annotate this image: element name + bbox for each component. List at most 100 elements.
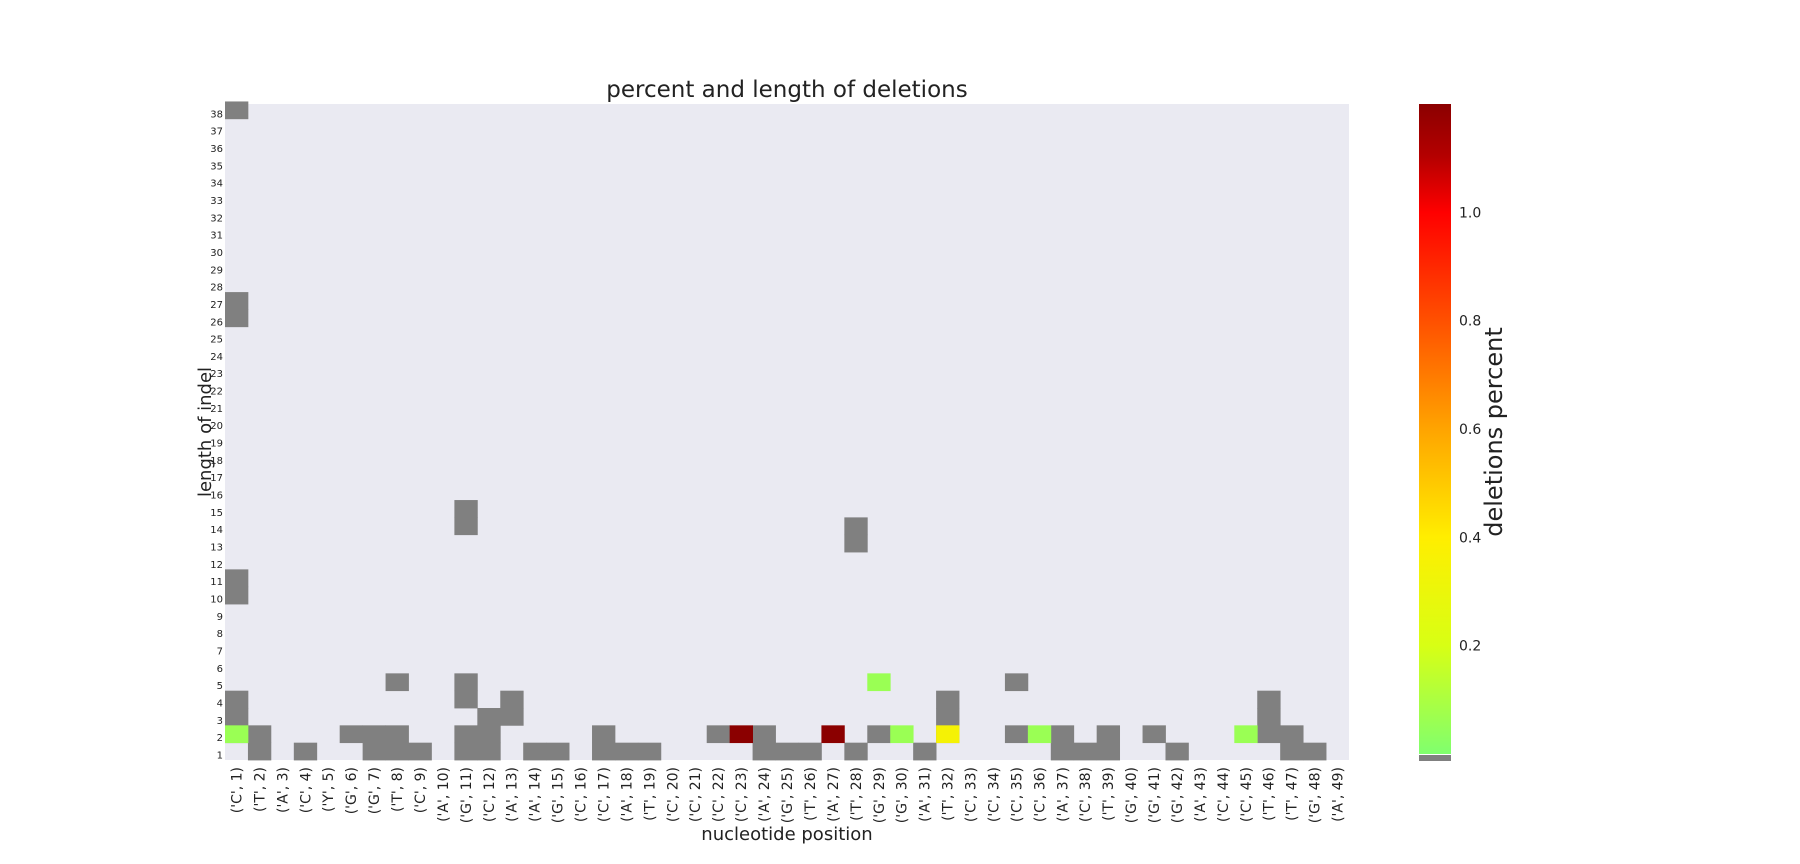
x-tick-label: ('A', 10) bbox=[436, 767, 452, 822]
x-tick-label: ('Y', 5) bbox=[321, 767, 337, 812]
x-tick-label: ('C', 12) bbox=[482, 767, 498, 822]
heatmap-cell-low-count bbox=[500, 708, 524, 726]
heatmap-cell-low-count bbox=[844, 534, 868, 553]
heatmap-cell-low-count bbox=[936, 708, 960, 726]
y-tick-label: 14 bbox=[210, 525, 223, 536]
heatmap-cell-low-count bbox=[1096, 725, 1121, 744]
y-tick-label: 16 bbox=[210, 491, 223, 502]
x-tick-label: ('T', 32) bbox=[941, 767, 957, 821]
x-tick-label: ('C', 22) bbox=[711, 767, 727, 822]
x-tick-label: ('T', 26) bbox=[803, 767, 819, 821]
x-tick-label: ('G', 48) bbox=[1308, 767, 1324, 823]
x-tick-label: ('C', 44) bbox=[1216, 767, 1232, 822]
heatmap-cell-low-count bbox=[1257, 690, 1281, 709]
heatmap-cell-value bbox=[867, 673, 891, 692]
heatmap-cell-low-count bbox=[408, 742, 432, 761]
x-tick-label: ('G', 15) bbox=[551, 767, 567, 823]
x-tick-label: ('G', 40) bbox=[1124, 767, 1140, 823]
y-tick-label: 7 bbox=[217, 647, 223, 658]
heatmap-cell-low-count bbox=[614, 742, 639, 761]
heatmap-cell-low-count bbox=[385, 742, 409, 761]
x-tick-label: ('G', 11) bbox=[459, 767, 475, 823]
heatmap-cell-low-count bbox=[1280, 725, 1304, 744]
heatmap-cell-low-count bbox=[454, 673, 478, 692]
x-tick-label: ('C', 35) bbox=[1009, 767, 1025, 822]
y-tick-label: 32 bbox=[210, 213, 223, 224]
heatmap-cell-low-count bbox=[225, 690, 249, 709]
heatmap-cell-low-count bbox=[844, 517, 868, 536]
x-tick-labels: ('C', 1) ('T', 2) ('A', 3) ('C', 4) ('Y', 5)… bbox=[229, 767, 1346, 823]
heatmap-cell-low-count bbox=[454, 517, 478, 536]
y-tick-label: 30 bbox=[210, 248, 223, 259]
y-tick-label: 36 bbox=[210, 144, 223, 155]
heatmap-cell-low-count bbox=[592, 742, 616, 761]
y-tick-label: 10 bbox=[210, 595, 223, 606]
y-tick-labels: 1234567891011121314151617181920212223242… bbox=[210, 109, 223, 761]
heatmap-cell-low-count bbox=[362, 725, 386, 744]
heatmap-cell-low-count bbox=[477, 742, 501, 761]
x-tick-label: ('T', 47) bbox=[1285, 767, 1301, 821]
x-tick-label: ('C', 9) bbox=[413, 767, 429, 813]
heatmap-cell-low-count bbox=[225, 101, 249, 120]
y-tick-label: 21 bbox=[210, 404, 223, 415]
heatmap-cell-value bbox=[936, 725, 960, 744]
colorbar: 0.2 0.4 0.6 0.8 1.0 bbox=[1419, 104, 1481, 761]
x-tick-label: ('G', 7) bbox=[367, 767, 383, 814]
colorbar-tick-label: 1.0 bbox=[1459, 205, 1481, 221]
x-tick-label: ('T', 19) bbox=[642, 767, 658, 821]
heatmap-cell-low-count bbox=[293, 742, 318, 761]
y-tick-label: 25 bbox=[210, 335, 223, 346]
heatmap-cell-low-count bbox=[1142, 725, 1166, 744]
heatmap-cell-low-count bbox=[385, 673, 409, 692]
x-tick-label: ('A', 18) bbox=[619, 767, 635, 822]
colorbar-low-count-swatch bbox=[1419, 755, 1451, 761]
heatmap-cell-low-count bbox=[1004, 673, 1029, 692]
x-tick-label: ('A', 37) bbox=[1055, 767, 1071, 822]
heatmap-cell-low-count bbox=[844, 742, 868, 761]
x-axis-label: nucleotide position bbox=[701, 824, 872, 845]
x-tick-label: ('G', 30) bbox=[895, 767, 911, 823]
y-tick-label: 1 bbox=[217, 751, 223, 762]
heatmap-cell-low-count bbox=[454, 690, 478, 709]
heatmap-cell-low-count bbox=[1257, 725, 1281, 744]
y-tick-label: 12 bbox=[210, 560, 223, 571]
y-tick-label: 5 bbox=[217, 681, 223, 692]
heatmap-cell-low-count bbox=[454, 500, 478, 518]
heatmap-cell-value bbox=[729, 725, 753, 744]
x-tick-label: ('C', 45) bbox=[1239, 767, 1255, 822]
x-tick-label: ('C', 20) bbox=[665, 767, 681, 822]
y-tick-label: 29 bbox=[210, 265, 223, 276]
heatmap-cells bbox=[225, 101, 1327, 761]
heatmap-cell-low-count bbox=[523, 742, 547, 761]
x-tick-label: ('A', 27) bbox=[826, 767, 842, 822]
x-tick-label: ('A', 3) bbox=[275, 767, 291, 813]
heatmap-cell-low-count bbox=[546, 742, 570, 761]
heatmap-cell-low-count bbox=[477, 725, 501, 744]
y-tick-label: 6 bbox=[217, 664, 223, 675]
colorbar-ticks: 0.2 0.4 0.6 0.8 1.0 bbox=[1459, 205, 1481, 654]
x-tick-label: ('A', 49) bbox=[1331, 767, 1347, 822]
plot-background bbox=[225, 104, 1349, 760]
heatmap-cell-low-count bbox=[247, 742, 272, 761]
x-tick-label: ('G', 42) bbox=[1170, 767, 1186, 823]
y-tick-label: 9 bbox=[217, 612, 223, 623]
heatmap-cell-low-count bbox=[362, 742, 386, 761]
heatmap-cell-low-count bbox=[477, 708, 501, 726]
x-tick-label: ('G', 25) bbox=[780, 767, 796, 823]
heatmap-cell-value bbox=[821, 725, 845, 744]
y-tick-label: 26 bbox=[210, 317, 223, 328]
heatmap-cell-low-count bbox=[1073, 742, 1098, 761]
y-tick-label: 19 bbox=[210, 439, 223, 450]
x-tick-label: ('T', 28) bbox=[849, 767, 865, 821]
heatmap-cell-low-count bbox=[775, 742, 799, 761]
heatmap-cell-low-count bbox=[225, 292, 249, 310]
y-tick-label: 18 bbox=[210, 456, 223, 467]
heatmap-cell-low-count bbox=[913, 742, 937, 761]
heatmap-cell-value bbox=[1234, 725, 1258, 744]
y-tick-label: 4 bbox=[217, 699, 223, 710]
y-tick-label: 24 bbox=[210, 352, 223, 363]
y-tick-label: 3 bbox=[217, 716, 223, 727]
colorbar-label: deletions percent bbox=[1480, 327, 1508, 536]
y-tick-label: 27 bbox=[210, 300, 223, 311]
heatmap-cell-low-count bbox=[1004, 725, 1029, 744]
